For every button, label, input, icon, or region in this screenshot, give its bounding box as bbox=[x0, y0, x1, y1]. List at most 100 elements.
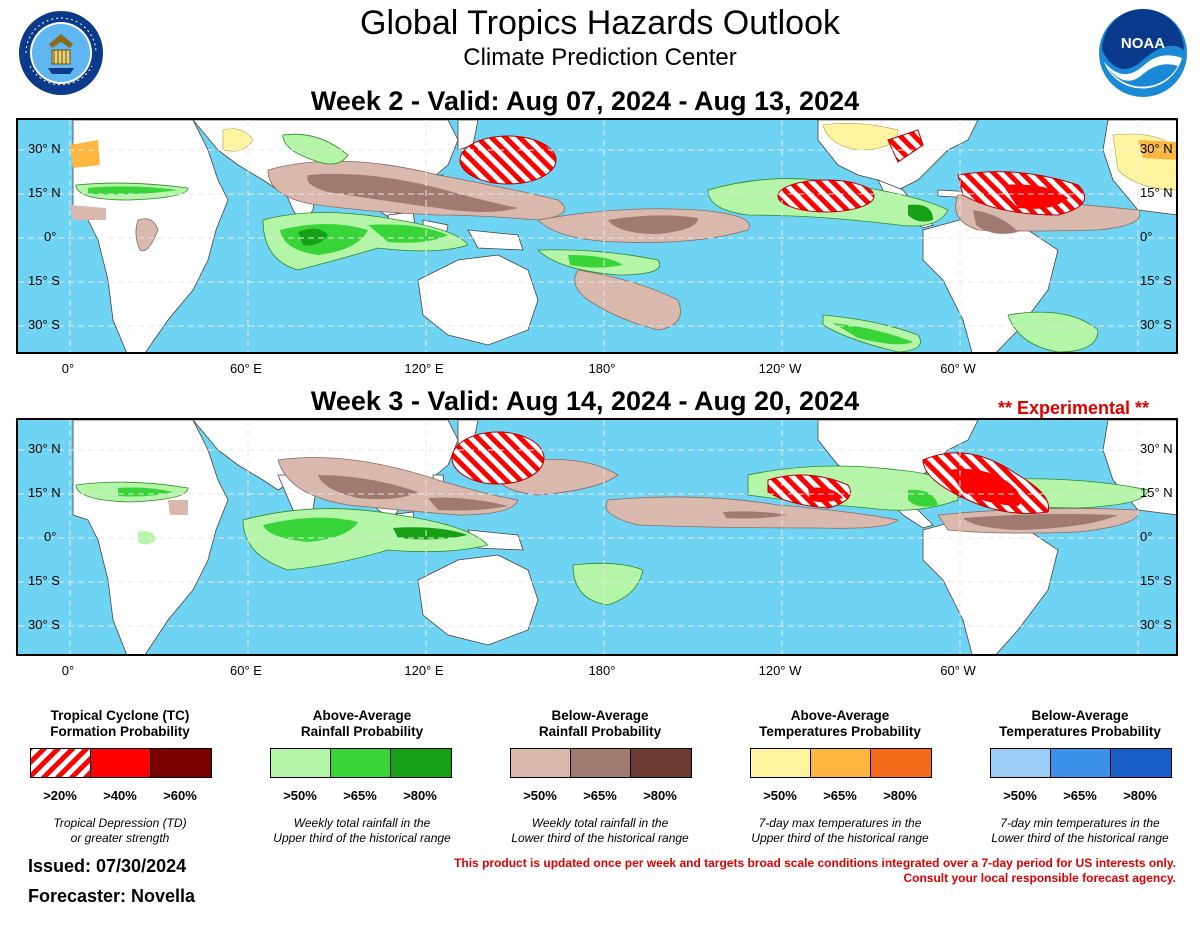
legend-tc-swatch-40 bbox=[91, 749, 151, 777]
legend-tc-swatches bbox=[30, 748, 212, 778]
legend-below-rain-note-line1: Weekly total rainfall in the bbox=[531, 816, 669, 830]
legend-below-rain-swatch-50 bbox=[511, 749, 571, 777]
week2-map-canvas bbox=[18, 120, 1176, 352]
legend-below-temp-swatch-50 bbox=[991, 749, 1051, 777]
week3-lat-label-15n-right: 15° N bbox=[1140, 485, 1173, 500]
svg-text:NOAA: NOAA bbox=[1121, 35, 1165, 52]
legend-tc-note: Tropical Depression (TD) or greater stre… bbox=[0, 816, 240, 846]
week3-lat-label-15n-left: 15° N bbox=[28, 485, 61, 500]
legend-below-temp-note: 7-day min temperatures in the Lower thir… bbox=[960, 816, 1200, 846]
week3-map-canvas bbox=[18, 420, 1176, 654]
legend-above-temp-swatch-65 bbox=[811, 749, 871, 777]
legend-above-temp-swatch-50 bbox=[751, 749, 811, 777]
legend-below-rain-swatch-80 bbox=[631, 749, 691, 777]
legend-above-temp-title-line2: Temperatures Probability bbox=[759, 724, 921, 739]
legend-below-temp-swatches bbox=[990, 748, 1172, 778]
week2-lat-label-0-right: 0° bbox=[1140, 229, 1153, 244]
week3-lat-label-0-right: 0° bbox=[1140, 529, 1153, 544]
legend-below-rain-note: Weekly total rainfall in the Lower third… bbox=[480, 816, 720, 846]
legend-above-rain-level-50: >50% bbox=[283, 788, 317, 803]
commerce-seal-logo bbox=[19, 11, 103, 95]
legend-above-rain-level-80: >80% bbox=[403, 788, 437, 803]
week3-lat-label-30n-right: 30° N bbox=[1140, 441, 1173, 456]
legend-above-temp-swatches bbox=[750, 748, 932, 778]
legend-above-temp-title-line1: Above-Average bbox=[790, 708, 890, 723]
week3-lat-label-15s-left: 15° S bbox=[28, 573, 60, 588]
legend-above-temp-note-line1: 7-day max temperatures in the bbox=[758, 816, 922, 830]
legend-above-rain-level-65: >65% bbox=[343, 788, 377, 803]
legend-below-temp-note-line1: 7-day min temperatures in the bbox=[1000, 816, 1160, 830]
legend-below-temp-swatch-65 bbox=[1051, 749, 1111, 777]
legend-below-temp-swatch-80 bbox=[1111, 749, 1171, 777]
week2-lon-label-120w: 120° W bbox=[758, 361, 802, 376]
week2-lon-label-120e: 120° E bbox=[404, 361, 444, 376]
week2-lat-label-30n-right: 30° N bbox=[1140, 141, 1173, 156]
legend-below-rain-swatches bbox=[510, 748, 692, 778]
disclaimer-line2: Consult your local responsible forecast … bbox=[903, 871, 1176, 885]
legend-above-rain-swatches bbox=[270, 748, 452, 778]
legend-tc-level-60: >60% bbox=[163, 788, 197, 803]
week2-lat-label-0-left: 0° bbox=[44, 229, 57, 244]
week2-lat-label-15n-right: 15° N bbox=[1140, 185, 1173, 200]
week2-lat-label-30s-left: 30° S bbox=[28, 317, 60, 332]
legend-above-rain-swatch-80 bbox=[391, 749, 451, 777]
week3-lat-label-15s-right: 15° S bbox=[1140, 573, 1172, 588]
legend-above-temp-level-65: >65% bbox=[823, 788, 857, 803]
issued-date: Issued: 07/30/2024 bbox=[28, 856, 187, 876]
legend-above-rain-note-line1: Weekly total rainfall in the bbox=[293, 816, 431, 830]
week2-hazards-map bbox=[16, 118, 1178, 354]
week2-lat-label-15s-right: 15° S bbox=[1140, 273, 1172, 288]
legend-below-rain-level-labels: >50% >65% >80% bbox=[510, 788, 690, 803]
week3-lon-label-120w: 120° W bbox=[758, 663, 802, 678]
legend-tc-note-line2: or greater strength bbox=[70, 831, 170, 845]
week3-lat-label-0-left: 0° bbox=[44, 529, 57, 544]
experimental-badge: ** Experimental ** bbox=[998, 398, 1150, 418]
legend-below-temp-title-line1: Below-Average bbox=[1031, 708, 1129, 723]
forecaster-name: Forecaster: Novella bbox=[28, 886, 196, 906]
legend-above-rainfall: Above-Average Rainfall Probability >50% … bbox=[262, 708, 462, 845]
legend-tc-title-line1: Tropical Cyclone (TC) bbox=[50, 708, 190, 723]
week3-lon-label-180: 180° bbox=[588, 663, 616, 678]
legend-above-rain-swatch-65 bbox=[331, 749, 391, 777]
week3-hazards-map bbox=[16, 418, 1178, 656]
legend-above-rain-note: Weekly total rainfall in the Upper third… bbox=[242, 816, 482, 846]
week2-lat-label-15n-left: 15° N bbox=[28, 185, 61, 200]
legend-below-rain-title-line2: Rainfall Probability bbox=[538, 724, 662, 739]
legend-below-rain-level-65: >65% bbox=[583, 788, 617, 803]
legend-below-rain-note-line2: Lower third of the historical range bbox=[511, 831, 689, 845]
legend-tc-swatch-20 bbox=[31, 749, 91, 777]
disclaimer-line1: This product is updated once per week an… bbox=[454, 856, 1176, 870]
legend-below-rain-title-line1: Below-Average bbox=[551, 708, 649, 723]
legend-above-temp-note: 7-day max temperatures in the Upper thir… bbox=[720, 816, 960, 846]
legend-below-rain-level-50: >50% bbox=[523, 788, 557, 803]
week2-lat-label-30s-right: 30° S bbox=[1140, 317, 1172, 332]
legend-above-rain-title-line2: Rainfall Probability bbox=[300, 724, 424, 739]
noaa-logo: NOAA bbox=[1099, 9, 1187, 97]
week3-title: Week 3 - Valid: Aug 14, 2024 - Aug 20, 2… bbox=[310, 386, 860, 416]
legend-tc-swatch-60 bbox=[151, 749, 211, 777]
legend-above-temp-level-labels: >50% >65% >80% bbox=[750, 788, 930, 803]
legend-below-temp-title-line2: Temperatures Probability bbox=[999, 724, 1161, 739]
legend-below-temperatures: Below-Average Temperatures Probability >… bbox=[980, 708, 1180, 845]
week2-lon-label-0: 0° bbox=[61, 361, 75, 376]
legend-above-rain-title-line1: Above-Average bbox=[312, 708, 412, 723]
week2-lat-label-30n-left: 30° N bbox=[28, 141, 61, 156]
legend-below-rainfall: Below-Average Rainfall Probability >50% … bbox=[500, 708, 700, 845]
week2-lon-label-180: 180° bbox=[588, 361, 616, 376]
week3-lon-label-120e: 120° E bbox=[404, 663, 444, 678]
legend-above-temp-level-50: >50% bbox=[763, 788, 797, 803]
page-subtitle: Climate Prediction Center bbox=[463, 44, 737, 71]
week2-title: Week 2 - Valid: Aug 07, 2024 - Aug 13, 2… bbox=[310, 86, 860, 116]
page-title: Global Tropics Hazards Outlook bbox=[360, 4, 840, 42]
legend-tc-note-line1: Tropical Depression (TD) bbox=[53, 816, 187, 830]
legend-below-temp-level-labels: >50% >65% >80% bbox=[990, 788, 1170, 803]
legend-tc-level-labels: >20% >40% >60% bbox=[30, 788, 210, 803]
week3-lat-label-30n-left: 30° N bbox=[28, 441, 61, 456]
legend-tc-level-20: >20% bbox=[43, 788, 77, 803]
legend-below-temp-note-line2: Lower third of the historical range bbox=[991, 831, 1169, 845]
legend-below-rain-level-80: >80% bbox=[643, 788, 677, 803]
legend-below-temp-level-80: >80% bbox=[1123, 788, 1157, 803]
legend-above-rain-swatch-50 bbox=[271, 749, 331, 777]
week2-lon-label-60w: 60° W bbox=[940, 361, 976, 376]
legend-above-temp-note-line2: Upper third of the historical range bbox=[751, 831, 929, 845]
